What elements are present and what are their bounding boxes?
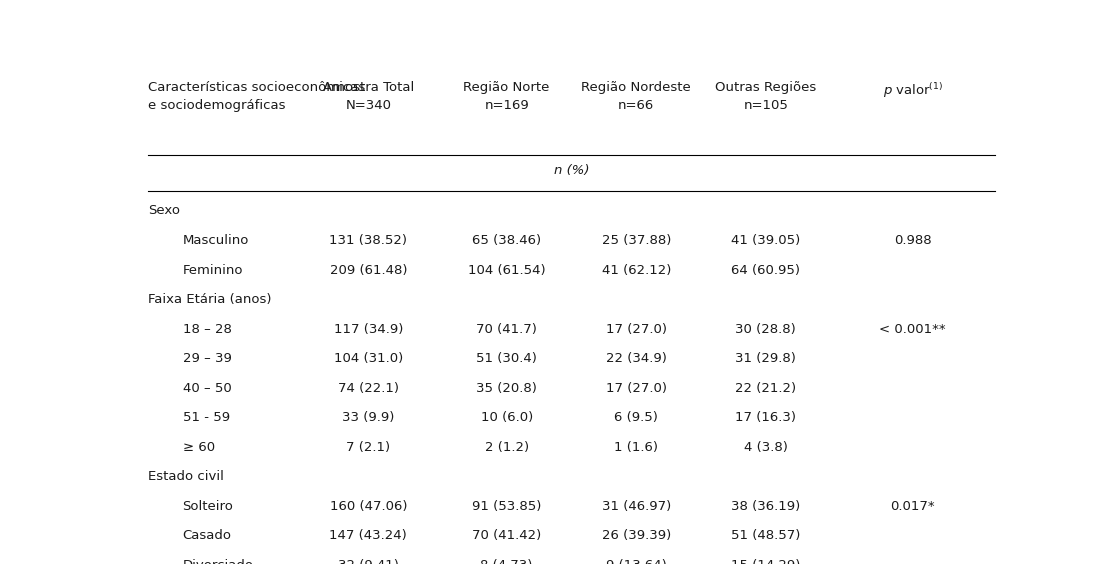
Text: 104 (61.54): 104 (61.54) [468, 263, 545, 276]
Text: 41 (62.12): 41 (62.12) [602, 263, 671, 276]
Text: Masculino: Masculino [183, 234, 249, 247]
Text: 26 (39.39): 26 (39.39) [602, 530, 671, 543]
Text: 17 (27.0): 17 (27.0) [605, 382, 667, 395]
Text: 1 (1.6): 1 (1.6) [614, 440, 658, 453]
Text: 209 (61.48): 209 (61.48) [330, 263, 407, 276]
Text: 6 (9.5): 6 (9.5) [614, 411, 658, 424]
Text: 22 (34.9): 22 (34.9) [605, 352, 667, 365]
Text: 40 – 50: 40 – 50 [183, 382, 231, 395]
Text: Solteiro: Solteiro [183, 500, 233, 513]
Text: 147 (43.24): 147 (43.24) [330, 530, 407, 543]
Text: 9 (13.64): 9 (13.64) [605, 559, 667, 564]
Text: Região Nordeste
n=66: Região Nordeste n=66 [581, 81, 691, 112]
Text: 22 (21.2): 22 (21.2) [735, 382, 796, 395]
Text: $p$ valor$^{(1)}$: $p$ valor$^{(1)}$ [883, 81, 943, 100]
Text: 33 (9.9): 33 (9.9) [342, 411, 395, 424]
Text: Estado civil: Estado civil [148, 470, 224, 483]
Text: 31 (46.97): 31 (46.97) [602, 500, 671, 513]
Text: Divorciado: Divorciado [183, 559, 253, 564]
Text: 18 – 28: 18 – 28 [183, 323, 232, 336]
Text: Características socioeconômicas
e sociodemográficas: Características socioeconômicas e sociod… [148, 81, 366, 112]
Text: 25 (37.88): 25 (37.88) [602, 234, 671, 247]
Text: 131 (38.52): 131 (38.52) [329, 234, 407, 247]
Text: 17 (16.3): 17 (16.3) [736, 411, 796, 424]
Text: n (%): n (%) [554, 164, 589, 177]
Text: Outras Regiões
n=105: Outras Regiões n=105 [715, 81, 816, 112]
Text: 70 (41.7): 70 (41.7) [476, 323, 537, 336]
Text: 117 (34.9): 117 (34.9) [333, 323, 403, 336]
Text: Casado: Casado [183, 530, 232, 543]
Text: 15 (14.29): 15 (14.29) [731, 559, 801, 564]
Text: 29 – 39: 29 – 39 [183, 352, 232, 365]
Text: 160 (47.06): 160 (47.06) [330, 500, 407, 513]
Text: 2 (1.2): 2 (1.2) [485, 440, 529, 453]
Text: 65 (38.46): 65 (38.46) [472, 234, 541, 247]
Text: 7 (2.1): 7 (2.1) [347, 440, 390, 453]
Text: 0.988: 0.988 [894, 234, 931, 247]
Text: Amostra Total
N=340: Amostra Total N=340 [322, 81, 414, 112]
Text: < 0.001**: < 0.001** [880, 323, 947, 336]
Text: 31 (29.8): 31 (29.8) [736, 352, 796, 365]
Text: 4 (3.8): 4 (3.8) [744, 440, 788, 453]
Text: Feminino: Feminino [183, 263, 243, 276]
Text: Região Norte
n=169: Região Norte n=169 [464, 81, 550, 112]
Text: 70 (41.42): 70 (41.42) [472, 530, 541, 543]
Text: 91 (53.85): 91 (53.85) [472, 500, 541, 513]
Text: Faixa Etária (anos): Faixa Etária (anos) [148, 293, 272, 306]
Text: 35 (20.8): 35 (20.8) [476, 382, 537, 395]
Text: 41 (39.05): 41 (39.05) [731, 234, 801, 247]
Text: 10 (6.0): 10 (6.0) [481, 411, 533, 424]
Text: 51 (48.57): 51 (48.57) [731, 530, 801, 543]
Text: 8 (4.73): 8 (4.73) [481, 559, 533, 564]
Text: 0.017*: 0.017* [891, 500, 935, 513]
Text: 51 - 59: 51 - 59 [183, 411, 230, 424]
Text: 104 (31.0): 104 (31.0) [333, 352, 403, 365]
Text: 51 (30.4): 51 (30.4) [476, 352, 537, 365]
Text: ≥ 60: ≥ 60 [183, 440, 215, 453]
Text: 17 (27.0): 17 (27.0) [605, 323, 667, 336]
Text: 74 (22.1): 74 (22.1) [338, 382, 399, 395]
Text: 30 (28.8): 30 (28.8) [736, 323, 796, 336]
Text: 38 (36.19): 38 (36.19) [731, 500, 801, 513]
Text: Sexo: Sexo [148, 205, 180, 218]
Text: 32 (9.41): 32 (9.41) [338, 559, 399, 564]
Text: 64 (60.95): 64 (60.95) [731, 263, 801, 276]
